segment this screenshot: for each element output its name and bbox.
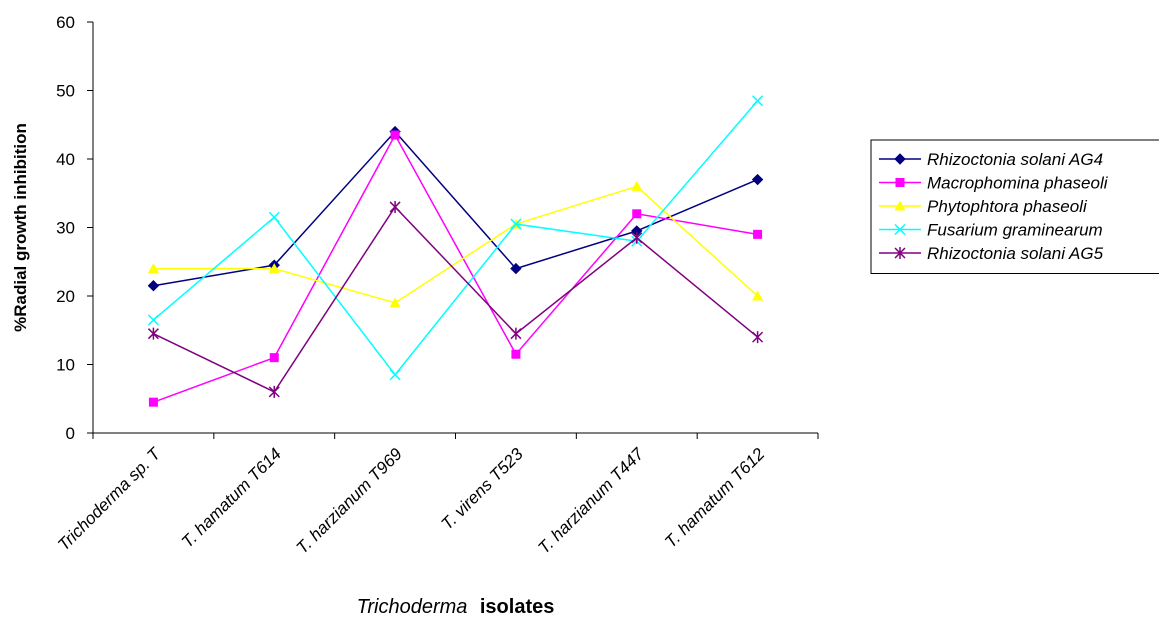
legend: Rhizoctonia solani AG4 Macrophomina phase… — [870, 139, 1159, 274]
y-axis-label: %Radial growth inhibition — [11, 123, 30, 332]
series-line — [152, 100, 759, 376]
data-point — [147, 263, 159, 274]
series-5 — [147, 200, 764, 398]
y-tick-label: 50 — [56, 82, 75, 101]
legend-entry: Fusarium graminearum — [879, 221, 1103, 240]
series-group — [147, 95, 764, 407]
x-tick-label: T. virens T523 — [438, 444, 528, 534]
x-axis-label-bold: isolates — [480, 596, 554, 618]
x-axis-label-italic: Trichoderma — [357, 596, 468, 618]
data-point — [268, 385, 280, 398]
data-point — [511, 349, 521, 359]
legend-label: Rhizoctonia solani AG5 — [927, 244, 1104, 263]
legend-entry: Rhizoctonia solani AG5 — [879, 244, 1104, 263]
data-point — [268, 211, 280, 223]
x-tick-label: T. harzianum T969 — [293, 444, 407, 558]
series-line — [153, 185, 759, 304]
legend-marker — [894, 247, 906, 259]
data-point — [389, 369, 401, 381]
data-point — [631, 180, 643, 191]
y-ticks: 0 10 20 30 40 50 60 — [56, 13, 93, 443]
x-tick-label: T. hamatum T614 — [178, 444, 285, 551]
legend-entry: Phytophtora phaseoli — [879, 197, 1088, 216]
legend-entry: Rhizoctonia solani AG4 — [879, 150, 1103, 169]
series-line — [153, 205, 759, 393]
data-point — [753, 229, 763, 239]
y-tick-label: 60 — [56, 13, 75, 32]
data-point — [510, 218, 522, 230]
data-point — [510, 327, 522, 340]
x-ticks: Trichoderma sp. T T. hamatum T614 T. harzi… — [54, 433, 819, 558]
y-tick-label: 20 — [56, 287, 75, 306]
data-point — [752, 290, 764, 301]
legend-marker — [895, 178, 905, 187]
y-tick-label: 10 — [56, 356, 75, 375]
x-tick-label: T. hamatum T612 — [661, 444, 769, 552]
data-point — [390, 130, 400, 140]
data-point — [268, 263, 280, 274]
data-point — [147, 327, 159, 340]
legend-label: Phytophtora phaseoli — [927, 197, 1088, 216]
legend-entry: Macrophomina phaseoli — [879, 174, 1109, 193]
y-tick-label: 30 — [56, 219, 75, 238]
y-tick-label: 0 — [66, 424, 75, 443]
data-point — [389, 297, 401, 308]
legend-marker — [894, 223, 906, 236]
x-tick-label: Trichoderma sp. T — [54, 443, 165, 554]
data-point — [148, 397, 158, 407]
legend-marker — [894, 200, 906, 211]
data-point — [752, 95, 764, 107]
data-point — [389, 200, 401, 213]
axes — [92, 22, 818, 434]
data-point — [632, 209, 642, 219]
data-point — [147, 314, 159, 326]
legend-label: Fusarium graminearum — [927, 221, 1103, 240]
x-tick-label: T. harzianum T447 — [534, 444, 648, 558]
legend-marker — [894, 153, 906, 165]
data-point — [751, 173, 764, 186]
series-4 — [147, 95, 764, 381]
data-point — [147, 280, 160, 292]
data-point — [631, 231, 643, 244]
x-axis-label: Trichoderma isolates — [357, 596, 555, 618]
y-tick-label: 40 — [56, 150, 75, 169]
data-point — [752, 331, 764, 344]
data-point — [510, 262, 522, 275]
legend-label: Rhizoctonia solani AG4 — [927, 150, 1103, 169]
data-point — [269, 353, 279, 363]
legend-label: Macrophomina phaseoli — [927, 174, 1109, 193]
